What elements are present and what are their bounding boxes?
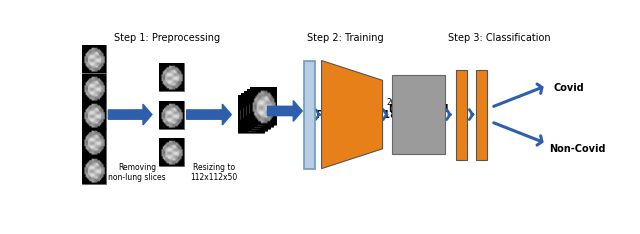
Polygon shape xyxy=(268,101,302,121)
Text: Resizing to
112x112x50: Resizing to 112x112x50 xyxy=(190,163,237,182)
Polygon shape xyxy=(187,104,231,125)
FancyBboxPatch shape xyxy=(238,96,264,133)
FancyBboxPatch shape xyxy=(456,69,467,160)
FancyBboxPatch shape xyxy=(82,157,106,184)
Text: ResNet3D-18: ResNet3D-18 xyxy=(316,110,398,120)
Text: Multi-Head
Attention: Multi-Head Attention xyxy=(388,104,449,125)
FancyBboxPatch shape xyxy=(241,94,267,131)
Text: 2048: 2048 xyxy=(386,98,405,107)
FancyBboxPatch shape xyxy=(159,139,184,166)
Polygon shape xyxy=(321,61,383,169)
FancyBboxPatch shape xyxy=(82,73,106,102)
Text: Non-Covid: Non-Covid xyxy=(549,144,605,154)
Text: Removing
non-lung slices: Removing non-lung slices xyxy=(108,163,166,182)
FancyBboxPatch shape xyxy=(304,61,315,169)
FancyBboxPatch shape xyxy=(392,75,445,154)
Polygon shape xyxy=(108,104,152,125)
FancyBboxPatch shape xyxy=(159,101,184,128)
Text: Covid: Covid xyxy=(554,83,584,92)
FancyBboxPatch shape xyxy=(82,128,106,156)
FancyBboxPatch shape xyxy=(244,91,270,129)
FancyBboxPatch shape xyxy=(159,63,184,91)
FancyBboxPatch shape xyxy=(82,45,106,73)
Text: Sigmoid: Sigmoid xyxy=(477,99,486,130)
Text: Conv 2D -> 1Ch: Conv 2D -> 1Ch xyxy=(307,88,313,141)
Text: Step 1: Preprocessing: Step 1: Preprocessing xyxy=(114,33,220,44)
FancyBboxPatch shape xyxy=(250,87,276,125)
Text: FC, 2: FC, 2 xyxy=(458,105,467,124)
Text: Step 3: Classification: Step 3: Classification xyxy=(448,33,550,44)
FancyBboxPatch shape xyxy=(82,101,106,128)
Text: Step 2: Training: Step 2: Training xyxy=(307,33,383,44)
FancyBboxPatch shape xyxy=(476,69,487,160)
FancyBboxPatch shape xyxy=(247,89,273,127)
